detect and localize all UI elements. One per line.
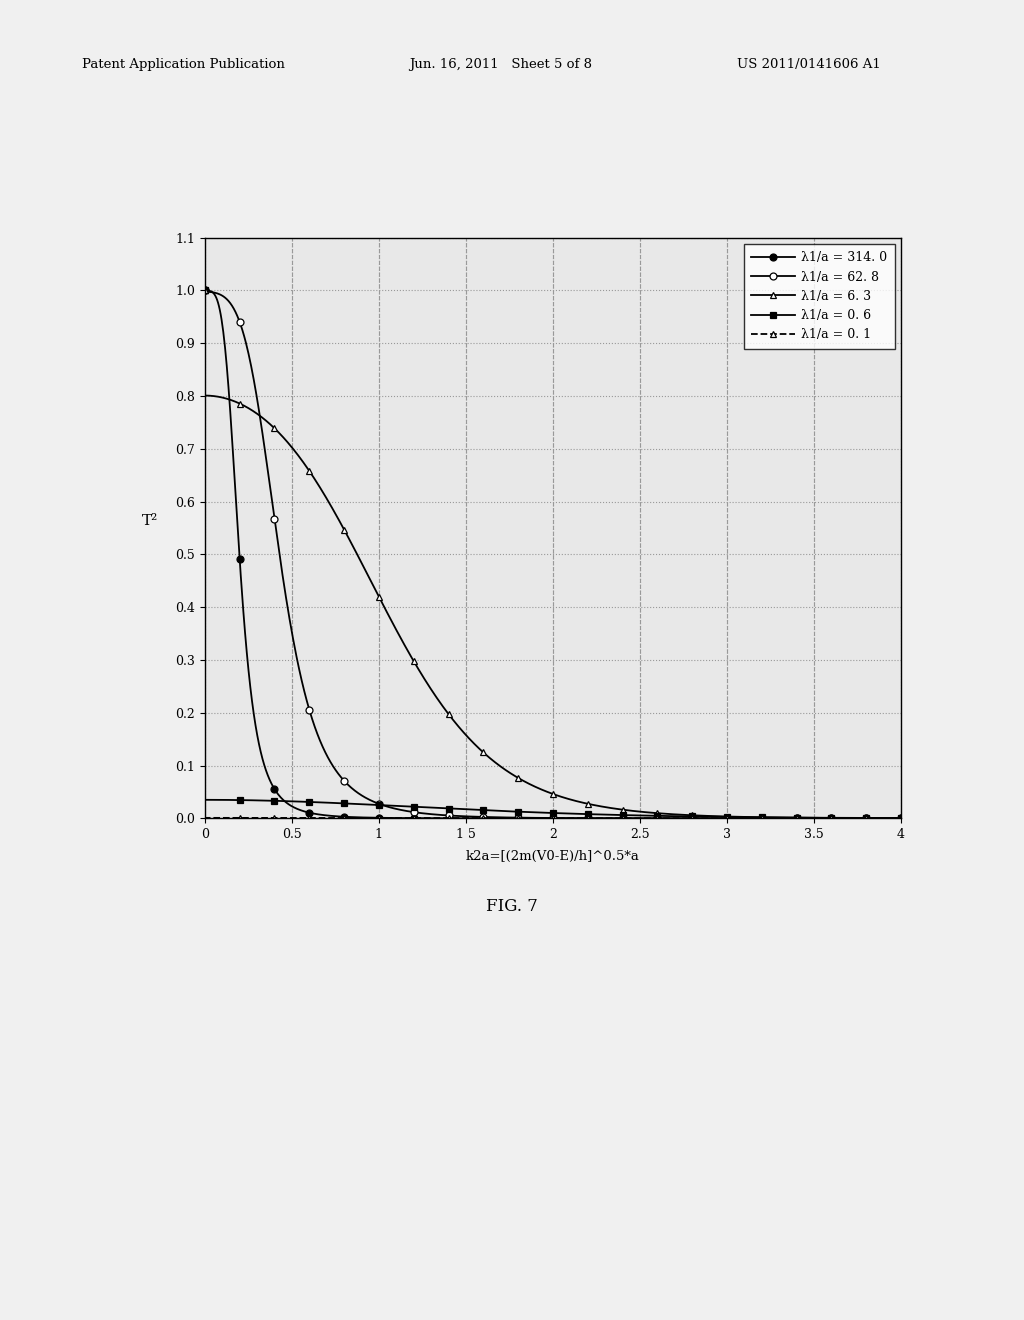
Legend: λ1/a = 314. 0, λ1/a = 62. 8, λ1/a = 6. 3, λ1/a = 0. 6, λ1/a = 0. 1: λ1/a = 314. 0, λ1/a = 62. 8, λ1/a = 6. 3… — [743, 244, 895, 348]
Text: Patent Application Publication: Patent Application Publication — [82, 58, 285, 71]
Text: FIG. 7: FIG. 7 — [486, 898, 538, 915]
X-axis label: k2a=[(2m(V0-E)/h]^0.5*a: k2a=[(2m(V0-E)/h]^0.5*a — [466, 850, 640, 862]
Text: US 2011/0141606 A1: US 2011/0141606 A1 — [737, 58, 881, 71]
Y-axis label: T²: T² — [142, 513, 159, 528]
Text: Jun. 16, 2011   Sheet 5 of 8: Jun. 16, 2011 Sheet 5 of 8 — [410, 58, 593, 71]
